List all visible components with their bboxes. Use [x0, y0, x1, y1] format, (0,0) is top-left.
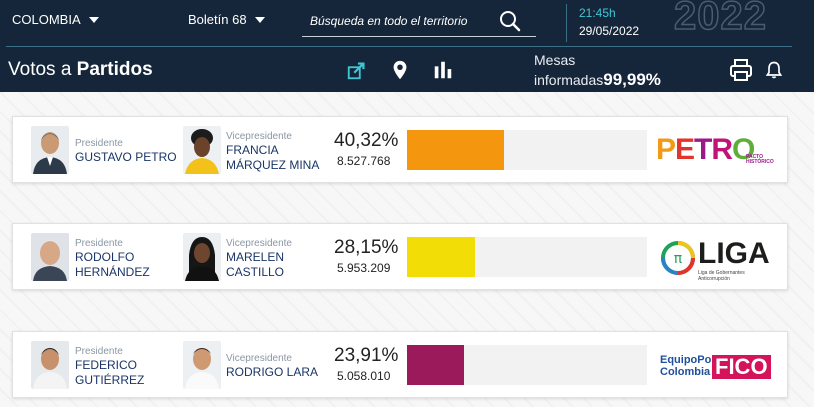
- boletin-label: Boletín 68: [188, 12, 247, 27]
- president-photo: [31, 126, 69, 174]
- party-logo-text: LIGA: [698, 237, 770, 270]
- party-logo-sub: PACTO HISTÓRICO: [746, 154, 774, 165]
- vp-role: Vicepresidente: [226, 238, 292, 249]
- mesas-informadas: Mesas informadas 99,99%: [534, 50, 661, 90]
- header-divider: [6, 46, 792, 47]
- vote-percent: 40,32%: [334, 130, 399, 151]
- boletin-dropdown[interactable]: Boletín 68: [188, 12, 265, 27]
- vp-name: FRANCIA: [226, 143, 279, 157]
- vp-photo: [183, 341, 221, 389]
- chevron-down-icon: [88, 16, 99, 23]
- date-label: 29/05/2022: [579, 24, 640, 38]
- party-logo: π LIGA Liga de Gobernantes Anticorrupció…: [656, 236, 772, 282]
- vote-bar-track: [407, 237, 647, 277]
- time-label: 21:45h: [579, 6, 616, 20]
- president-role: Presidente: [75, 238, 123, 249]
- mesas-label-2: informadas: [534, 72, 604, 88]
- president-role: Presidente: [75, 138, 123, 149]
- candidate-card[interactable]: Presidente RODOLFO HERNÁNDEZ Vicepreside…: [12, 223, 788, 290]
- mesas-label-1: Mesas: [534, 52, 576, 68]
- vote-count: 8.527.768: [337, 154, 391, 168]
- vp-photo: [183, 126, 221, 174]
- search-placeholder: Búsqueda en todo el territorio: [310, 14, 468, 28]
- map-pin-icon[interactable]: [389, 59, 411, 81]
- svg-text:π: π: [674, 251, 683, 267]
- vp-role: Vicepresidente: [226, 353, 292, 364]
- vote-count: 5.953.209: [337, 261, 391, 275]
- title-light: Votos a: [8, 59, 77, 80]
- president-name: GUSTAVO PETRO: [75, 150, 177, 164]
- search-icon[interactable]: [498, 9, 522, 33]
- party-logo-line2: Colombia: [660, 366, 711, 378]
- chevron-down-icon: [254, 16, 265, 23]
- year-label: 2022: [673, 0, 767, 39]
- vote-percent: 28,15%: [334, 237, 399, 258]
- vote-bar-fill: [407, 237, 475, 277]
- president-photo: [31, 341, 69, 389]
- share-icon[interactable]: [346, 59, 368, 81]
- vp-photo: [183, 233, 221, 281]
- department-dropdown[interactable]: COLOMBIA: [12, 12, 99, 27]
- header-row: COLOMBIA Boletín 68 Búsqueda en todo el …: [0, 0, 814, 46]
- president-name: FEDERICO: [75, 358, 138, 372]
- president-role: Presidente: [75, 346, 123, 357]
- top-bar: COLOMBIA Boletín 68 Búsqueda en todo el …: [0, 0, 814, 92]
- bell-icon[interactable]: [764, 59, 784, 81]
- vote-bar-fill: [407, 130, 504, 170]
- party-logo: EquipoPor Colombia FICO: [656, 344, 772, 388]
- liga-symbol-icon: π: [661, 241, 695, 275]
- candidate-card[interactable]: Presidente GUSTAVO PETRO Vicepresidente …: [12, 116, 788, 183]
- vp-role: Vicepresidente: [226, 131, 292, 142]
- title-bold: Partidos: [76, 59, 153, 80]
- department-label: COLOMBIA: [12, 12, 81, 27]
- president-photo: [31, 233, 69, 281]
- vp-name: CASTILLO: [226, 265, 285, 279]
- timestamp: 21:45h 29/05/2022: [566, 4, 639, 42]
- vote-bar-track: [407, 345, 647, 385]
- vp-name: MARELEN: [226, 250, 285, 264]
- party-logo-brand: FICO: [712, 355, 771, 379]
- mesas-percent: 99,99%: [603, 70, 661, 89]
- vp-name: MÁRQUEZ MINA: [226, 158, 320, 172]
- page-title: Votos a Partidos: [8, 59, 153, 81]
- party-logo: PETRO PACTO HISTÓRICO: [656, 133, 774, 166]
- bar-chart-icon[interactable]: [432, 59, 454, 81]
- president-name: GUTIÉRREZ: [75, 373, 145, 387]
- candidate-card[interactable]: Presidente FEDERICO GUTIÉRREZ Vicepresid…: [12, 331, 788, 398]
- party-logo-sub: Liga de Gobernantes Anticorrupción: [698, 270, 745, 282]
- print-icon[interactable]: [729, 58, 753, 82]
- vote-bar-fill: [407, 345, 465, 385]
- vp-name: RODRIGO LARA: [226, 365, 319, 379]
- section-row: Votos a Partidos Mesas informadas 99,99%: [0, 47, 814, 92]
- party-logo-line1: EquipoPor: [660, 354, 716, 366]
- president-name: HERNÁNDEZ: [75, 265, 150, 279]
- president-name: RODOLFO: [75, 250, 135, 264]
- search-input[interactable]: Búsqueda en todo el territorio: [302, 7, 536, 37]
- vote-count: 5.058.010: [337, 369, 391, 383]
- vote-percent: 23,91%: [334, 345, 399, 366]
- vote-bar-track: [407, 130, 647, 170]
